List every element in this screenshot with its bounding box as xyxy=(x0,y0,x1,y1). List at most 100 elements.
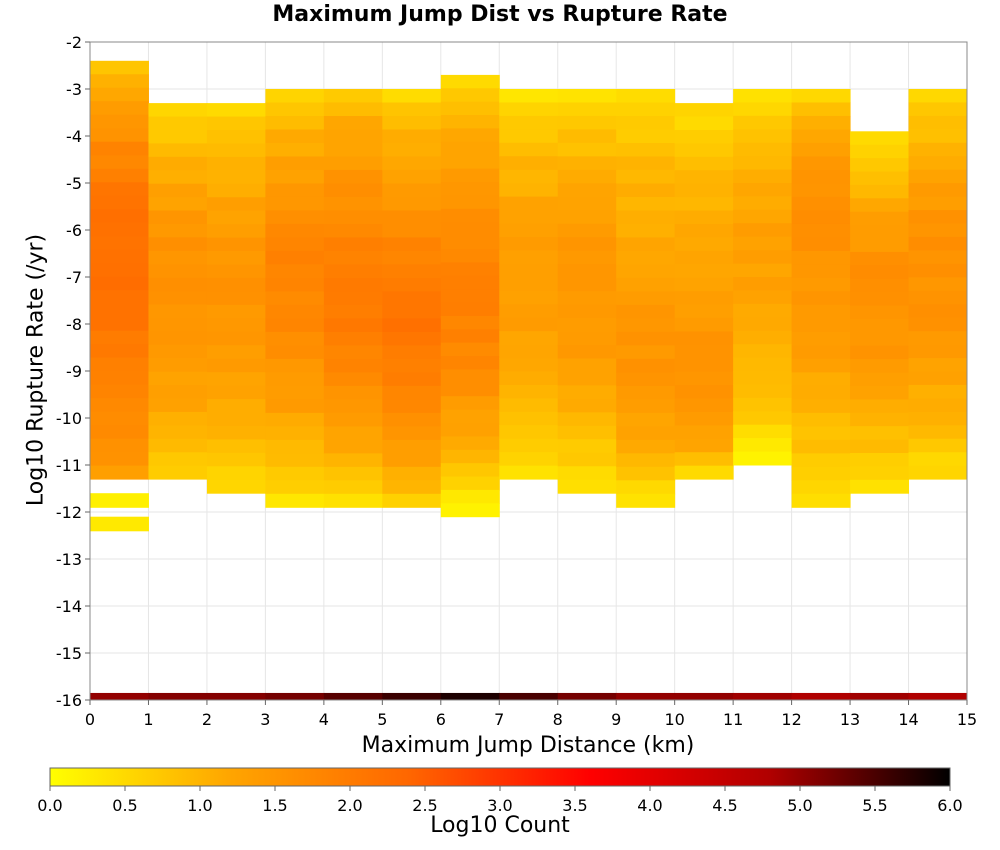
colorbar-tick-label: 4.0 xyxy=(637,796,662,815)
y-tick-label: -11 xyxy=(56,456,82,475)
y-tick-label: -3 xyxy=(66,80,82,99)
heatmap-cell xyxy=(440,503,500,518)
heatmap-cell xyxy=(440,128,500,143)
heatmap-cell xyxy=(557,439,617,454)
heatmap-cell xyxy=(733,290,793,305)
heatmap-cell xyxy=(733,344,793,359)
heatmap-cell xyxy=(148,291,208,306)
heatmap-cell xyxy=(323,493,383,508)
heatmap-cell xyxy=(791,129,851,144)
heatmap-cell xyxy=(206,479,266,494)
heatmap-cell xyxy=(557,291,617,306)
heatmap-cell xyxy=(440,409,500,424)
heatmap-cell xyxy=(265,372,325,387)
x-tick-label: 2 xyxy=(202,710,212,729)
heatmap-cell xyxy=(148,156,208,171)
heatmap-cell xyxy=(557,89,617,103)
heatmap-cell xyxy=(148,170,208,185)
colorbar-tick-label: 5.5 xyxy=(862,796,887,815)
heatmap-cell xyxy=(733,384,793,399)
heatmap-cell xyxy=(148,143,208,158)
heatmap-cell xyxy=(557,196,617,211)
heatmap-cell xyxy=(791,345,851,360)
heatmap-cell xyxy=(850,412,910,427)
heatmap-cell xyxy=(733,263,793,278)
heatmap-cell xyxy=(148,438,208,453)
heatmap-cell xyxy=(791,115,851,130)
heatmap-cell xyxy=(733,115,793,130)
heatmap-cell xyxy=(499,371,559,386)
heatmap-cell xyxy=(148,277,208,292)
heatmap-cell xyxy=(733,451,793,466)
heatmap-cell xyxy=(440,449,500,464)
heatmap-cell xyxy=(499,465,559,480)
x-tick-label: 3 xyxy=(260,710,270,729)
x-tick-label: 4 xyxy=(319,710,329,729)
heatmap-cell xyxy=(557,371,617,386)
y-tick-label: -12 xyxy=(56,503,82,522)
heatmap-cell xyxy=(323,412,383,427)
heatmap-cell xyxy=(850,131,910,146)
heatmap-cell xyxy=(265,250,325,265)
heatmap-cell xyxy=(382,277,442,292)
heatmap-cell xyxy=(265,453,325,468)
heatmap-cell xyxy=(265,426,325,441)
heatmap-cell xyxy=(499,223,559,238)
heatmap-cell xyxy=(148,385,208,400)
heatmap-cell xyxy=(791,102,851,117)
heatmap-cell xyxy=(674,371,734,386)
heatmap-cell xyxy=(148,250,208,265)
x-tick-label: 8 xyxy=(553,710,563,729)
heatmap-cell xyxy=(908,290,968,305)
heatmap-cell xyxy=(440,74,500,89)
heatmap-cell xyxy=(850,144,910,159)
heatmap-cells xyxy=(90,60,968,701)
heatmap-cell xyxy=(148,183,208,198)
heatmap-cell xyxy=(440,302,500,317)
heatmap-cell xyxy=(148,304,208,319)
colorbar-tick-label: 3.0 xyxy=(487,796,512,815)
heatmap-cell xyxy=(557,304,617,319)
heatmap-cell xyxy=(557,169,617,184)
heatmap-cell xyxy=(733,303,793,318)
heatmap-cell xyxy=(323,115,383,130)
heatmap-cell xyxy=(557,210,617,225)
heatmap-cell xyxy=(908,250,968,265)
heatmap-cell xyxy=(323,129,383,144)
heatmap-cell xyxy=(733,424,793,439)
colorbar: 0.0 0.5 1.0 1.5 2.0 2.5 3.0 3.5 4.0 4.5 5.0 5.5 6.0 xyxy=(37,767,963,815)
heatmap-cell xyxy=(499,398,559,413)
heatmap-cell xyxy=(674,264,734,279)
heatmap-cell xyxy=(90,74,149,89)
heatmap-cell xyxy=(323,304,383,319)
heatmap-cell xyxy=(440,436,500,451)
heatmap-cell xyxy=(733,277,793,291)
heatmap-cell xyxy=(557,692,617,701)
heatmap-cell xyxy=(908,210,968,225)
heatmap-cell xyxy=(674,425,734,440)
heatmap-cell xyxy=(206,412,266,427)
heatmap-cell xyxy=(206,116,266,131)
heatmap-cell xyxy=(265,493,325,508)
heatmap-cell xyxy=(674,197,734,212)
heatmap-cell xyxy=(148,103,208,118)
heatmap-cell xyxy=(323,291,383,306)
heatmap-cell xyxy=(206,466,266,481)
heatmap-cell xyxy=(908,692,968,701)
heatmap-cell xyxy=(557,412,617,427)
heatmap-cell xyxy=(265,237,325,252)
heatmap-cell xyxy=(850,238,910,253)
heatmap-cell xyxy=(674,438,734,453)
heatmap-cell xyxy=(674,344,734,359)
heatmap-cell xyxy=(206,197,266,212)
heatmap-cell xyxy=(90,195,149,210)
colorbar-tick-label: 0.5 xyxy=(112,796,137,815)
heatmap-cell xyxy=(382,223,442,238)
heatmap-cell xyxy=(382,453,442,468)
heatmap-cell xyxy=(440,262,500,277)
heatmap-cell xyxy=(908,411,968,426)
heatmap-cell xyxy=(90,263,149,278)
heatmap-cell xyxy=(323,439,383,454)
heatmap-cell xyxy=(850,292,910,307)
heatmap-cell xyxy=(674,129,734,144)
